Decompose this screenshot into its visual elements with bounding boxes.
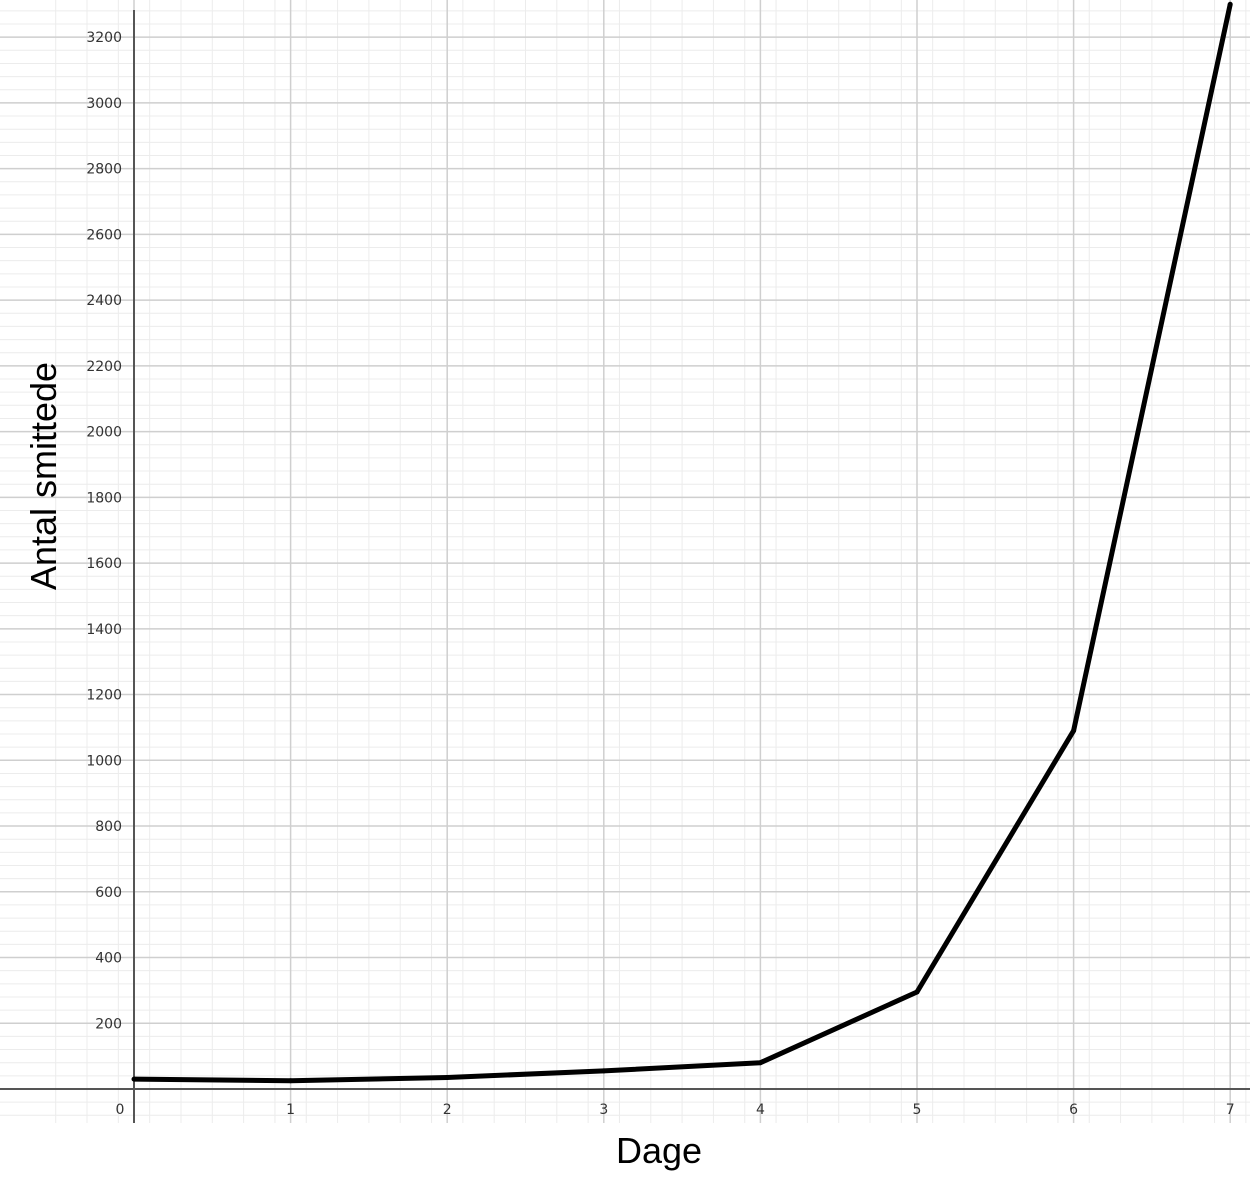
x-tick-label: 5 xyxy=(913,1102,922,1118)
data-point xyxy=(914,989,920,995)
y-tick-label: 3000 xyxy=(86,96,122,112)
y-tick-label: 2200 xyxy=(86,359,122,375)
series-line xyxy=(133,3,1233,1084)
y-tick-label: 1800 xyxy=(86,490,122,506)
data-point xyxy=(131,1076,137,1082)
y-tick-label: 400 xyxy=(95,951,122,967)
y-tick-label: 1000 xyxy=(86,753,122,769)
y-tick-label: 800 xyxy=(95,819,122,835)
y-tick-label: 600 xyxy=(95,885,122,901)
y-tick-label: 1600 xyxy=(86,556,122,572)
x-tick-label: 1 xyxy=(286,1102,295,1118)
axes xyxy=(0,10,1250,1123)
series-layer xyxy=(131,1,1233,1084)
x-tick-label: 2 xyxy=(443,1102,452,1118)
x-tick-labels: 0 1 2 3 4 5 6 7 xyxy=(116,1102,1235,1118)
data-point xyxy=(601,1068,607,1074)
y-tick-label: 3200 xyxy=(86,30,122,46)
y-tick-label: 1400 xyxy=(86,622,122,638)
y-tick-label: 2400 xyxy=(86,293,122,309)
y-tick-label: 200 xyxy=(95,1016,122,1032)
major-grid xyxy=(0,0,1250,1123)
x-axis-title: Dage xyxy=(616,1130,702,1171)
y-tick-label: 2600 xyxy=(86,227,122,243)
x-tick-label: 7 xyxy=(1226,1102,1235,1118)
data-point xyxy=(1227,1,1233,7)
y-tick-label: 2800 xyxy=(86,162,122,178)
x-tick-label: 0 xyxy=(116,1102,125,1118)
minor-grid xyxy=(0,0,1250,1123)
y-axis-title: Antal smittede xyxy=(23,362,64,590)
y-tick-labels: 200 400 600 800 1000 1200 1400 1600 1800 2000 2200… xyxy=(86,30,122,1032)
x-tick-label: 6 xyxy=(1069,1102,1078,1118)
x-tick-label: 3 xyxy=(599,1102,608,1118)
data-point xyxy=(444,1074,450,1080)
data-point xyxy=(1071,728,1077,734)
data-point xyxy=(757,1060,763,1066)
x-tick-label: 4 xyxy=(756,1102,765,1118)
y-tick-label: 2000 xyxy=(86,425,122,441)
y-tick-label: 1200 xyxy=(86,688,122,704)
data-point xyxy=(288,1078,294,1084)
